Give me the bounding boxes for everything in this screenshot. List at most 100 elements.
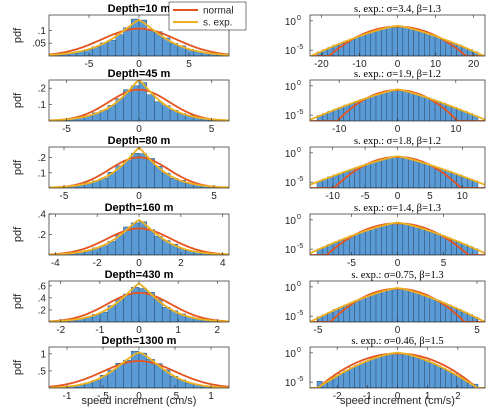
- histogram-bar: [99, 311, 109, 322]
- y-tick-exponent: -5: [297, 310, 303, 317]
- histogram-bar: [397, 352, 404, 388]
- histogram-bar: [365, 163, 371, 188]
- y-tick-label: 10: [285, 111, 297, 122]
- x-tick-label: -4: [51, 258, 60, 269]
- plot-area: [310, 351, 485, 388]
- histogram-bar: [375, 29, 382, 56]
- histogram-bar: [381, 92, 387, 121]
- histogram-bar: [123, 293, 132, 322]
- y-tick-label: 10: [285, 216, 297, 227]
- linear-pdf-panel: -1 -.5 0 .5 1 .5 1 Depth=1300 m pdf: [12, 335, 230, 402]
- panel-title: s. exp.: σ=0.46, β=1.5: [351, 336, 443, 347]
- sexp-fit-line: [49, 351, 229, 388]
- y-tick-exponent: 0: [297, 80, 301, 87]
- sexp-fit-line: [310, 287, 485, 322]
- histogram-bar: [424, 295, 430, 322]
- y-tick-label: 10: [285, 312, 297, 323]
- x-tick-label: 5: [474, 325, 480, 336]
- log-pdf-panel: -5 0 510 010 -5s. exp.: σ=1.4, β=1.3: [285, 203, 486, 269]
- histogram-bar: [370, 228, 377, 255]
- linear-pdf-panel: -2 -1 0 1 2 .2.4.6 Depth=430 m pdf: [12, 269, 230, 336]
- x-tick-label: 0: [395, 191, 401, 202]
- histogram-bar: [408, 92, 414, 121]
- histogram-bar: [365, 97, 371, 121]
- x-tick-label: 0: [395, 258, 401, 269]
- x-tick-label: -1: [363, 391, 372, 402]
- histogram-bar: [413, 292, 420, 322]
- x-tick-label: 5: [209, 124, 215, 135]
- normal-fit-line: [49, 88, 229, 121]
- x-tick-label: -5: [347, 258, 356, 269]
- y-axis-label: pdf: [12, 293, 24, 309]
- plot-area: [49, 147, 229, 188]
- x-tick-label: 1: [425, 391, 431, 402]
- panel-title: Depth=1300 m: [102, 335, 177, 347]
- plot-area: [310, 155, 485, 188]
- histogram-bar: [359, 362, 366, 388]
- sexp-fit-line: [49, 219, 229, 255]
- x-tick-label: -10: [352, 59, 367, 70]
- x-tick-label: -5: [314, 325, 323, 336]
- plot-area: [310, 24, 485, 56]
- histogram-bar: [402, 289, 409, 322]
- y-tick-label: .2: [38, 230, 47, 241]
- y-tick-exponent: -5: [297, 376, 303, 383]
- x-tick-label: -5: [361, 191, 370, 202]
- y-tick-label: .2: [38, 153, 47, 164]
- y-tick-label: 10: [285, 378, 297, 389]
- y-tick-label: 10: [285, 349, 297, 360]
- y-tick-exponent: 0: [297, 347, 301, 354]
- x-tick-label: 0: [136, 325, 142, 336]
- x-tick-label: -1: [95, 325, 104, 336]
- histogram-bar: [115, 34, 124, 56]
- x-tick-label: 20: [468, 59, 480, 70]
- x-axis-label: speed increment (cm/s): [340, 395, 455, 407]
- histogram-bar: [138, 82, 147, 121]
- histogram-bar: [408, 224, 414, 255]
- x-tick-label: 10: [450, 124, 462, 135]
- x-tick-label: 0: [136, 59, 142, 70]
- x-tick-label: 5: [186, 59, 192, 70]
- histogram-bar: [424, 33, 430, 56]
- x-tick-label: 0: [395, 124, 401, 135]
- histogram-bar: [359, 34, 366, 56]
- linear-pdf-panel: -5 0 5 .1 .2 Depth=80 m pdf: [12, 135, 230, 202]
- histogram-bar: [146, 229, 155, 255]
- sexp-fit-line: [310, 351, 485, 388]
- histogram-bar: [375, 356, 382, 388]
- y-tick-exponent: -5: [297, 176, 303, 183]
- histogram-bar: [381, 28, 387, 56]
- histogram-bar: [408, 355, 414, 388]
- x-tick-label: 5: [211, 191, 217, 202]
- x-tick-label: 0: [395, 391, 401, 402]
- panel-title: Depth=45 m: [108, 68, 171, 80]
- sexp-fit-line: [49, 19, 229, 56]
- y-axis-label: pdf: [12, 159, 24, 175]
- y-tick-label: .05: [32, 39, 46, 50]
- histogram-bar: [397, 288, 404, 322]
- histogram-bar: [381, 354, 387, 388]
- y-tick-exponent: 0: [297, 214, 301, 221]
- y-tick-label: 10: [285, 17, 297, 28]
- histogram-bar: [461, 177, 468, 188]
- histogram-bar: [397, 156, 404, 188]
- histogram-bar: [370, 358, 377, 388]
- legend-sexp-label: s. exp.: [203, 18, 232, 29]
- histogram-bar: [138, 352, 147, 388]
- histogram-bar: [418, 228, 425, 255]
- histogram-bar: [354, 364, 361, 388]
- histogram-bar: [154, 101, 163, 121]
- histogram-bar: [429, 165, 436, 188]
- histogram-bar: [349, 367, 355, 388]
- histogram-bar: [375, 292, 382, 322]
- y-tick-label: 10: [285, 245, 297, 256]
- histogram-bar: [375, 226, 382, 255]
- panel-title: Depth=160 m: [105, 202, 174, 214]
- x-tick-label: 2: [214, 325, 220, 336]
- y-tick-exponent: 0: [297, 15, 301, 22]
- x-tick-label: 2: [455, 391, 461, 402]
- x-tick-label: -2: [56, 325, 65, 336]
- y-tick-label: .2: [38, 84, 47, 95]
- x-tick-label: -1: [63, 391, 72, 402]
- histogram-bar: [386, 353, 393, 388]
